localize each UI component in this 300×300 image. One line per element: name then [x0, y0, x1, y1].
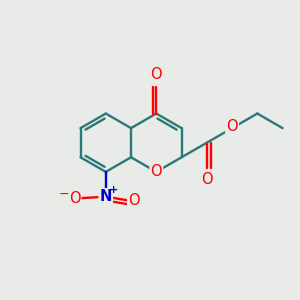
Text: +: + — [108, 185, 118, 195]
Text: O: O — [151, 67, 162, 82]
Text: O: O — [151, 164, 162, 179]
Text: O: O — [226, 119, 238, 134]
Text: O: O — [201, 172, 213, 188]
Text: N: N — [100, 189, 112, 204]
Text: O: O — [69, 190, 80, 206]
Text: O: O — [128, 193, 140, 208]
Text: −: − — [58, 188, 69, 201]
